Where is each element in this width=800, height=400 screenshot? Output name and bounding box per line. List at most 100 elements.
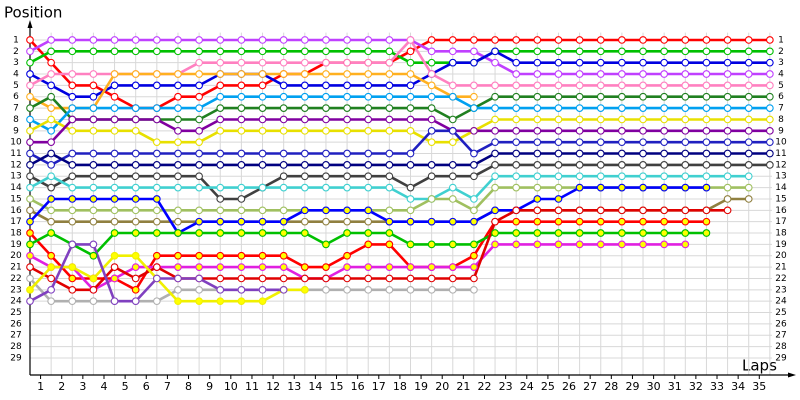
x-tick-label: 29 — [625, 380, 639, 393]
lap-marker — [237, 195, 246, 203]
y-tick-label: 8 — [13, 115, 19, 125]
lap-marker — [364, 240, 373, 249]
lap-marker — [322, 263, 330, 271]
x-tick-label: 32 — [689, 380, 703, 393]
lap-marker — [47, 195, 55, 203]
lap-marker — [131, 104, 140, 112]
lap-marker — [491, 36, 499, 44]
lap-marker — [343, 172, 351, 181]
lap-marker — [68, 70, 77, 78]
lap-marker — [385, 36, 394, 44]
lap-marker — [131, 195, 140, 203]
lap-marker — [343, 285, 351, 294]
lap-marker — [68, 149, 77, 158]
lap-marker — [723, 104, 732, 112]
lap-marker — [723, 47, 732, 56]
lap-marker — [744, 104, 753, 112]
lap-marker — [639, 115, 647, 124]
lap-marker — [131, 36, 140, 44]
y-tick-label-right: 12 — [775, 160, 786, 170]
lap-marker — [660, 126, 669, 135]
lap-marker — [258, 81, 267, 90]
lap-marker — [174, 206, 182, 215]
lap-marker — [300, 70, 309, 78]
lap-marker — [385, 217, 394, 226]
lap-marker — [195, 70, 203, 78]
lap-marker — [131, 206, 140, 215]
lap-marker — [554, 47, 563, 56]
lap-marker — [427, 138, 436, 147]
lap-marker — [237, 115, 246, 124]
lap-marker — [744, 149, 753, 158]
lap-marker — [343, 92, 351, 101]
lap-marker — [364, 81, 373, 90]
lap-marker — [364, 126, 373, 135]
lap-marker — [596, 58, 605, 67]
lap-marker — [660, 70, 669, 78]
lap-marker — [216, 285, 225, 294]
lap-marker — [364, 285, 373, 294]
lap-marker — [152, 81, 161, 90]
lap-marker — [512, 115, 521, 124]
lap-marker — [216, 58, 225, 67]
y-tick-label: 5 — [13, 81, 19, 91]
lap-marker — [343, 263, 351, 271]
lap-marker — [110, 274, 119, 283]
lap-marker — [89, 274, 98, 283]
x-tick-label: 26 — [562, 380, 576, 393]
lap-marker — [110, 126, 119, 135]
lap-marker — [322, 217, 330, 226]
lap-marker — [258, 92, 267, 101]
lap-marker — [448, 47, 457, 56]
lap-marker — [237, 183, 246, 192]
lap-marker — [343, 36, 351, 44]
lap-marker — [681, 183, 690, 192]
lap-marker — [322, 92, 330, 101]
lap-marker — [195, 126, 203, 135]
x-tick-label: 11 — [245, 380, 259, 393]
x-tick-label: 12 — [266, 380, 280, 393]
lap-marker — [406, 81, 415, 90]
lap-marker — [364, 70, 373, 78]
lap-marker — [47, 81, 55, 90]
lap-marker — [766, 47, 774, 56]
lap-marker — [89, 36, 98, 44]
lap-marker — [300, 58, 309, 67]
lap-marker — [575, 206, 584, 215]
lap-marker — [427, 70, 436, 78]
lap-marker — [512, 172, 521, 181]
lap-marker — [279, 36, 288, 44]
x-tick-label: 34 — [731, 380, 745, 393]
lap-marker — [406, 92, 415, 101]
lap-marker — [554, 70, 563, 78]
lap-marker — [427, 195, 436, 203]
lap-marker — [279, 47, 288, 56]
lap-marker — [491, 172, 499, 181]
y-tick-label: 7 — [13, 104, 19, 114]
lap-marker — [533, 104, 542, 112]
lap-marker — [681, 240, 690, 249]
lap-marker — [723, 206, 732, 215]
lap-marker — [533, 47, 542, 56]
lap-marker — [174, 161, 182, 169]
lap-marker — [406, 161, 415, 169]
y-tick-label: 27 — [10, 331, 21, 341]
y-tick-label: 16 — [10, 206, 22, 216]
lap-marker — [766, 161, 774, 169]
lap-marker — [131, 126, 140, 135]
y-tick-label-right: 19 — [775, 240, 787, 250]
lap-marker — [26, 70, 34, 78]
lap-marker — [470, 149, 478, 158]
x-tick-label: 16 — [351, 380, 365, 393]
lap-marker — [322, 161, 330, 169]
lap-marker — [216, 263, 225, 271]
lap-marker — [596, 161, 605, 169]
y-tick-label-right: 3 — [778, 58, 784, 68]
lap-marker — [512, 161, 521, 169]
lap-marker — [364, 274, 373, 283]
lap-marker — [639, 138, 647, 147]
lap-marker — [618, 149, 626, 158]
lap-marker — [26, 183, 34, 192]
lap-marker — [258, 149, 267, 158]
lap-marker — [89, 92, 98, 101]
